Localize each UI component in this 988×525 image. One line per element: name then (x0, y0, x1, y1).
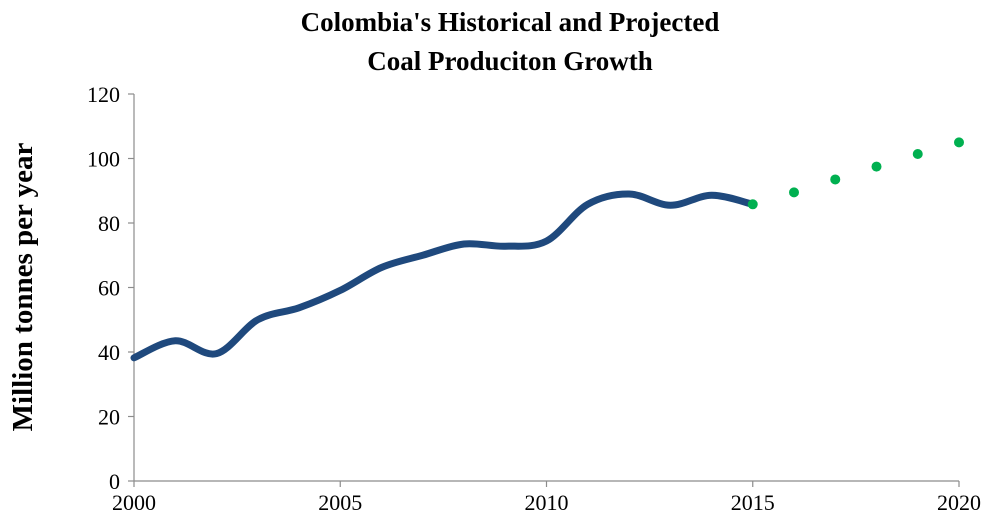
projected-series-point (871, 161, 882, 172)
chart-title-line-2: Coal Produciton Growth (367, 46, 653, 76)
projected-series-point (789, 187, 799, 198)
x-tick-label: 2000 (112, 490, 156, 515)
projected-series-point (912, 148, 923, 159)
y-tick-label: 120 (87, 82, 120, 107)
x-tick-label: 2020 (937, 490, 981, 515)
y-tick-label: 20 (98, 405, 120, 430)
y-tick-label: 100 (87, 147, 120, 172)
projected-series-point (747, 199, 758, 210)
series-layer (130, 137, 964, 362)
y-tick-labels: 0 20 40 60 80 100 120 (87, 82, 134, 494)
x-tick-label: 2005 (318, 490, 362, 515)
y-axis-label: Million tonnes per year (7, 143, 39, 432)
projected-series-point (830, 174, 841, 185)
y-tick-label: 80 (98, 211, 120, 236)
historical-series-line (130, 190, 757, 362)
y-tick-label: 40 (98, 340, 120, 365)
x-tick-label: 2010 (525, 490, 569, 515)
x-tick-labels: 2000 2005 2010 2015 2020 (112, 481, 981, 515)
y-tick-label: 60 (98, 276, 120, 301)
y-tick-label: 0 (109, 469, 120, 494)
axes (133, 94, 959, 482)
chart-title-line-1: Colombia's Historical and Projected (301, 7, 720, 37)
x-tick-label: 2015 (731, 490, 775, 515)
projected-series-point (954, 137, 964, 148)
